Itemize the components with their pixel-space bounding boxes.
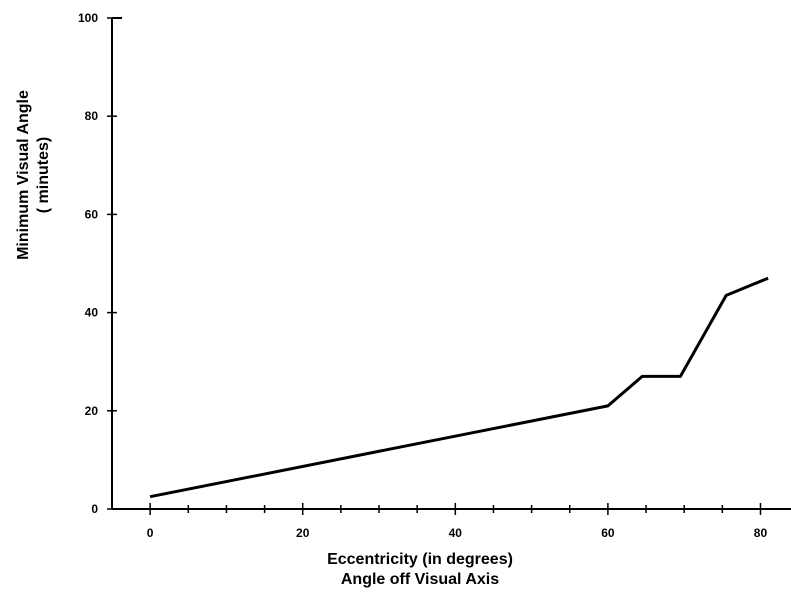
x-tick-label: 20	[296, 526, 310, 540]
series-group	[149, 276, 769, 499]
y-axis-title: Minimum Visual Angle	[15, 90, 32, 260]
y-tick-label: 60	[85, 207, 99, 221]
y-tick-label: 80	[85, 109, 99, 123]
x-tick-label: 40	[449, 526, 463, 540]
x-axis-title: Eccentricity (in degrees)	[327, 551, 513, 568]
x-tick-label: 80	[754, 526, 768, 540]
y-tick-label: 100	[78, 11, 98, 25]
y-axis-subtitle: ( minutes)	[35, 137, 52, 213]
y-tick-label: 40	[85, 306, 99, 320]
y-tick-label: 0	[91, 502, 98, 516]
x-tick-label: 0	[147, 526, 154, 540]
x-ticks: 0 20 40 60 80	[147, 503, 768, 540]
x-tick-label: 60	[601, 526, 615, 540]
y-ticks: 0 20 40 60 80 100	[78, 11, 117, 516]
x-axis-subtitle: Angle off Visual Axis	[341, 571, 499, 588]
y-tick-label: 20	[85, 404, 99, 418]
axes	[111, 17, 791, 510]
series-line	[149, 276, 769, 499]
